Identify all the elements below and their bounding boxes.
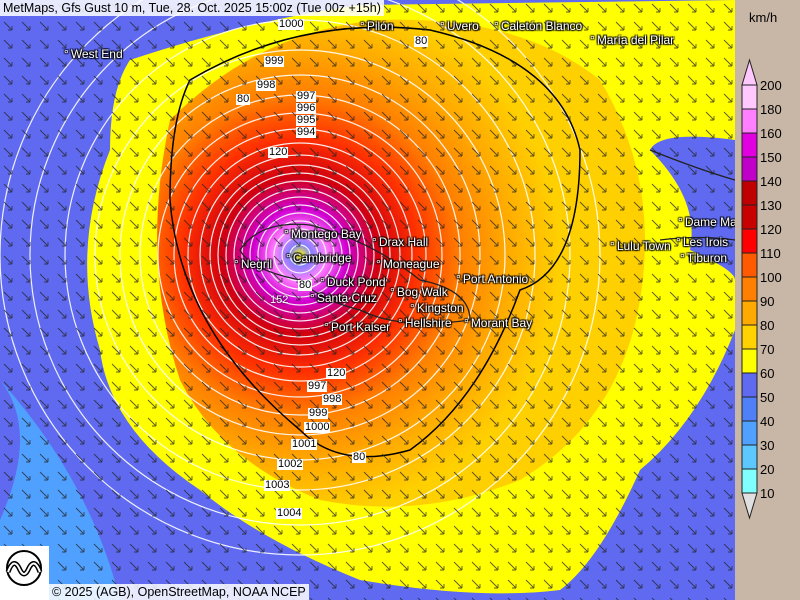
legend-label: 60 [760,366,774,381]
isobar-label: 997 [307,380,328,392]
isobar-label: 80 [236,93,251,105]
legend-swatch [741,156,758,182]
legend-label: 180 [760,102,782,117]
legend-label: 10 [760,486,774,501]
isobar-label: 1000 [278,18,305,30]
legend-swatch [741,228,758,254]
city-label: Moneague [376,258,440,271]
city-label: Negril [234,258,272,271]
city-label: Hellshire [398,317,452,330]
legend-label: 130 [760,198,782,213]
legend-label: 160 [760,126,782,141]
isobar-label: 80 [414,35,429,47]
legend-swatch [741,396,758,422]
city-label: María del Pilar [590,34,674,47]
legend-swatch [741,252,758,278]
city-label: Montego Bay [284,228,362,241]
isobar-label: 999 [308,407,329,419]
legend-unit: km/h [749,10,778,25]
isobar-label: 998 [322,393,343,405]
isobar-label: 998 [256,79,277,91]
city-label: Kingston [410,302,464,315]
legend-label: 90 [760,294,774,309]
gust-map[interactable]: MetMaps, Gfs Gust 10 m, Tue, 28. Oct. 20… [0,0,735,600]
city-label: Lulu Town [610,240,671,253]
metmaps-logo [0,546,49,600]
legend-swatch [741,372,758,398]
legend-label: 200 [760,78,782,93]
legend-swatch [741,324,758,350]
legend-swatch [741,84,758,110]
legend-label: 80 [760,318,774,333]
legend-swatch [741,108,758,134]
city-label: Morant Bay [464,317,532,330]
color-legend: km/h 200 180 160 150 140 130 120 110 100 90 80 70 60… [735,0,800,600]
copyright-credit: © 2025 (AGB), OpenStreetMap, NOAA NCEP [49,584,309,600]
isobar-label: 996 [296,102,317,114]
city-label: Cambridge [286,252,352,265]
city-label: Bog Walk [390,286,448,299]
legend-label: 110 [760,246,781,261]
city-label: Port Kaiser [324,321,390,334]
isobar-label: 999 [264,55,285,67]
city-label: Dame Marie [678,216,735,229]
wind-speed-label: 152 [270,294,289,306]
legend-label: 120 [760,222,782,237]
legend-label: 100 [760,270,782,285]
legend-swatch [741,420,758,446]
legend-label: 70 [760,342,774,357]
isobar-label: 120 [268,146,289,158]
legend-label: 140 [760,174,782,189]
legend-cap-top [741,58,758,86]
legend-swatch [741,276,758,302]
city-label: Uvero [440,20,479,33]
isobar-label: 80 [352,451,367,463]
isobar-label: 1003 [264,479,291,491]
legend-cap-bottom [741,492,758,520]
isobar-label: 120 [326,367,347,379]
city-label: Duck Pond [320,276,386,289]
isobar-label: 1004 [276,507,303,519]
city-label: Tiburon [680,252,727,265]
isobar-label: 997 [296,90,317,102]
isobar-label: 80 [298,279,313,291]
city-label: Drax Hall [372,236,428,249]
city-label: Les Irois [676,236,728,249]
legend-swatch [741,204,758,230]
legend-scale: 200 180 160 150 140 130 120 110 100 90 80 70 60 50 40 3… [741,58,782,520]
city-label: Port Antonio [456,273,528,286]
city-label: West End [64,48,123,61]
legend-swatch [741,180,758,206]
legend-label: 40 [760,414,774,429]
legend-label: 150 [760,150,782,165]
legend-label: 20 [760,462,774,477]
isobar-label: 1002 [277,458,304,470]
isobar-label: 994 [296,126,317,138]
city-label: Pilón [360,20,394,33]
isobar-label: 1001 [291,438,318,450]
legend-label: 50 [760,390,774,405]
isobar-label: 1000 [304,421,331,433]
isobar-label: 995 [296,114,317,126]
legend-swatch [741,348,758,374]
legend-swatch [741,132,758,158]
legend-swatch [741,444,758,470]
legend-swatch [741,300,758,326]
city-label: Caletón Blanco [494,20,582,33]
city-label: Santa Cruz [310,292,377,305]
legend-label: 30 [760,438,774,453]
legend-swatch [741,468,758,494]
map-title: MetMaps, Gfs Gust 10 m, Tue, 28. Oct. 20… [0,0,384,16]
